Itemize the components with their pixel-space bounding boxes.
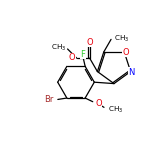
Text: O: O: [95, 99, 102, 108]
Text: CH$_3$: CH$_3$: [51, 43, 66, 53]
Text: O: O: [69, 53, 76, 62]
Text: Br: Br: [45, 95, 54, 104]
Text: CH$_3$: CH$_3$: [114, 34, 130, 44]
Text: O: O: [122, 48, 129, 57]
Text: F: F: [80, 50, 85, 59]
Text: O: O: [86, 38, 93, 47]
Text: CH$_3$: CH$_3$: [108, 105, 124, 115]
Text: N: N: [129, 68, 135, 77]
